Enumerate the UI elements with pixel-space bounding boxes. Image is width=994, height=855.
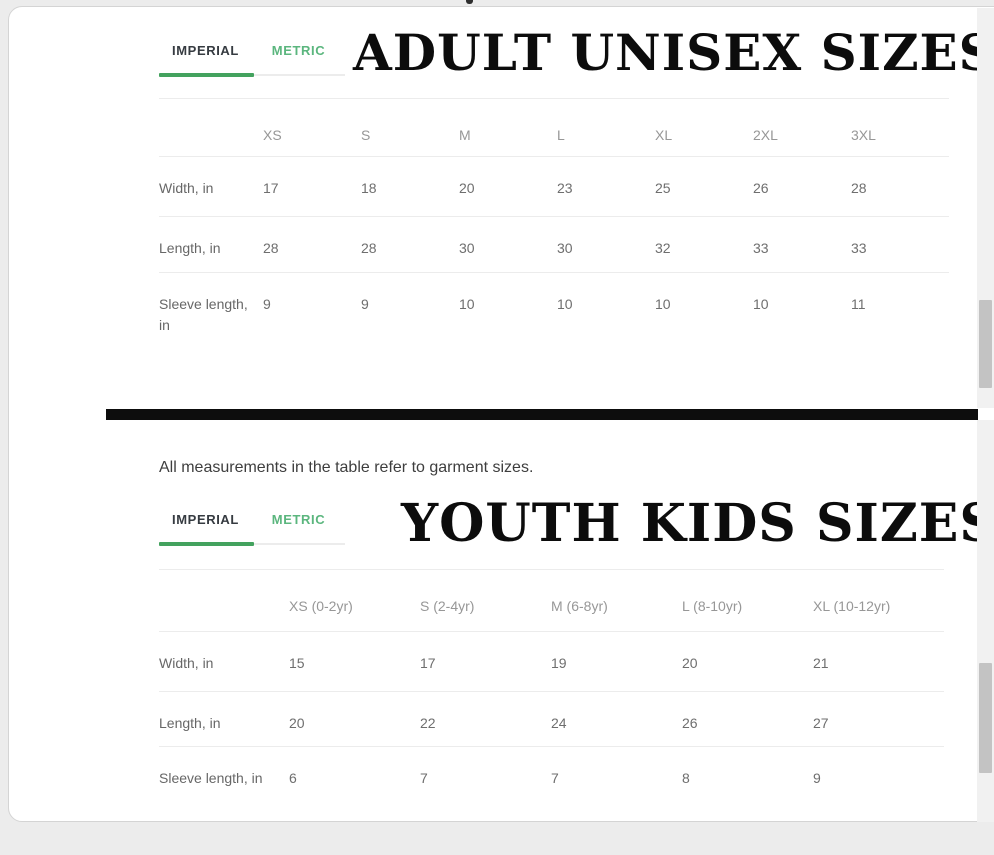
youth-table-header-row: XS (0-2yr) S (2-4yr) M (6-8yr) L (8-10yr… bbox=[159, 570, 944, 632]
section-divider bbox=[106, 409, 978, 420]
scrollbar-track-youth[interactable] bbox=[977, 420, 994, 822]
table-row-sleeve: Sleeve length, in 6 7 7 8 9 bbox=[159, 747, 944, 822]
column-header: L bbox=[557, 127, 565, 143]
cell: 30 bbox=[459, 240, 475, 256]
adult-unit-tabs: IMPERIAL METRIC bbox=[159, 43, 345, 77]
row-label: Length, in bbox=[159, 715, 221, 731]
cell: 18 bbox=[361, 180, 377, 196]
cell: 10 bbox=[557, 296, 573, 312]
column-header: XS (0-2yr) bbox=[289, 598, 353, 614]
column-header: 3XL bbox=[851, 127, 876, 143]
cell: 33 bbox=[851, 240, 867, 256]
youth-title: YOUTH KIDS SIZES bbox=[401, 493, 994, 554]
column-header: XL (10-12yr) bbox=[813, 598, 891, 614]
tab-metric-adult[interactable]: METRIC bbox=[271, 43, 326, 58]
tab-underline-rest bbox=[254, 543, 345, 545]
table-row-sleeve: Sleeve length, in 9 9 10 10 10 10 11 bbox=[159, 273, 949, 363]
cell: 22 bbox=[420, 715, 436, 731]
cell: 8 bbox=[682, 770, 690, 786]
header-blank-cell bbox=[159, 570, 289, 633]
cell: 33 bbox=[753, 240, 769, 256]
cell: 10 bbox=[655, 296, 671, 312]
header-blank-cell bbox=[159, 99, 263, 162]
cell: 30 bbox=[557, 240, 573, 256]
cell: 7 bbox=[551, 770, 559, 786]
column-header: XS bbox=[263, 127, 282, 143]
cell: 28 bbox=[263, 240, 279, 256]
column-header: 2XL bbox=[753, 127, 778, 143]
cell: 25 bbox=[655, 180, 671, 196]
table-row-length: Length, in 28 28 30 30 32 33 33 bbox=[159, 217, 949, 273]
cell: 23 bbox=[557, 180, 573, 196]
cell: 32 bbox=[655, 240, 671, 256]
cell: 11 bbox=[851, 296, 866, 312]
row-label: Sleeve length, in bbox=[159, 296, 248, 333]
youth-size-table: XS (0-2yr) S (2-4yr) M (6-8yr) L (8-10yr… bbox=[159, 569, 944, 822]
column-header: S (2-4yr) bbox=[420, 598, 475, 614]
cell: 26 bbox=[753, 180, 769, 196]
clipped-glyph-artifact bbox=[466, 0, 473, 4]
cell: 17 bbox=[420, 655, 436, 671]
tab-underline-track bbox=[159, 542, 345, 546]
adult-table-header-row: XS S M L XL 2XL 3XL bbox=[159, 99, 949, 157]
column-header: M bbox=[459, 127, 471, 143]
table-row-width: Width, in 17 18 20 23 25 26 28 bbox=[159, 157, 949, 217]
cell: 20 bbox=[682, 655, 698, 671]
youth-unit-tabs: IMPERIAL METRIC bbox=[159, 512, 345, 546]
cell: 9 bbox=[263, 296, 271, 312]
cell: 19 bbox=[551, 655, 567, 671]
column-header: M (6-8yr) bbox=[551, 598, 608, 614]
cell: 27 bbox=[813, 715, 829, 731]
cell: 15 bbox=[289, 655, 305, 671]
cell: 24 bbox=[551, 715, 567, 731]
scrollbar-thumb-youth[interactable] bbox=[979, 663, 992, 773]
column-header: XL bbox=[655, 127, 673, 143]
row-label: Sleeve length, in bbox=[159, 770, 263, 786]
cell: 9 bbox=[813, 770, 821, 786]
tab-imperial-adult[interactable]: IMPERIAL bbox=[172, 43, 239, 58]
tab-underline-rest bbox=[254, 74, 345, 76]
scrollbar-thumb-adult[interactable] bbox=[979, 300, 992, 388]
cell: 10 bbox=[459, 296, 475, 312]
adult-title: ADULT UNISEX SIZES bbox=[353, 23, 994, 82]
cell: 9 bbox=[361, 296, 369, 312]
table-row-width: Width, in 15 17 19 20 21 bbox=[159, 632, 944, 692]
cell: 7 bbox=[420, 770, 428, 786]
tab-underline-active bbox=[159, 542, 254, 546]
cell: 26 bbox=[682, 715, 698, 731]
tab-imperial-youth[interactable]: IMPERIAL bbox=[172, 512, 239, 527]
cell: 20 bbox=[289, 715, 305, 731]
cell: 6 bbox=[289, 770, 297, 786]
tab-underline-active bbox=[159, 73, 254, 77]
column-header: L (8-10yr) bbox=[682, 598, 743, 614]
row-label: Width, in bbox=[159, 655, 214, 671]
table-row-length: Length, in 20 22 24 26 27 bbox=[159, 692, 944, 747]
tab-metric-youth[interactable]: METRIC bbox=[271, 512, 326, 527]
row-label: Length, in bbox=[159, 240, 221, 256]
tab-underline-track bbox=[159, 73, 345, 77]
size-guide-card: IMPERIAL METRIC ADULT UNISEX SIZES XS S … bbox=[8, 6, 994, 822]
column-header: S bbox=[361, 127, 371, 143]
cell: 28 bbox=[361, 240, 377, 256]
cell: 21 bbox=[813, 655, 829, 671]
cell: 28 bbox=[851, 180, 867, 196]
scrollbar-track-adult[interactable] bbox=[977, 8, 994, 408]
cell: 17 bbox=[263, 180, 279, 196]
adult-size-table: XS S M L XL 2XL 3XL Width, in 17 18 20 2… bbox=[159, 98, 949, 363]
cell: 20 bbox=[459, 180, 475, 196]
note-text: All measurements in the table refer to g… bbox=[159, 459, 534, 476]
row-label: Width, in bbox=[159, 180, 214, 196]
cell: 10 bbox=[753, 296, 769, 312]
